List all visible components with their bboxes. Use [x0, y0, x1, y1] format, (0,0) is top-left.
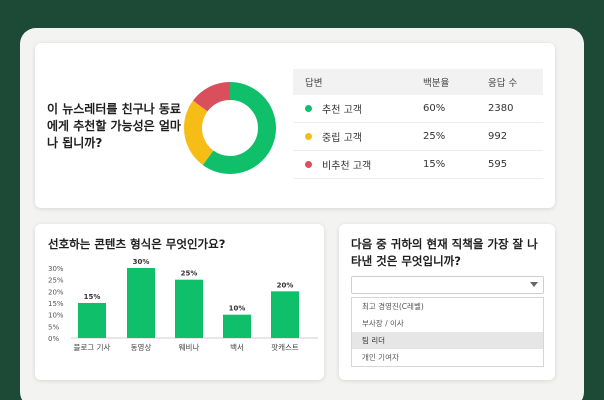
- table-header: 답변 백분율 응답 수: [293, 69, 543, 95]
- y-tick-label: 10%: [48, 312, 64, 320]
- y-tick-label: 15%: [48, 300, 64, 308]
- bar-value-label: 15%: [84, 293, 101, 301]
- table-row: 비추천 고객 15% 595: [293, 151, 543, 179]
- option-vp-director[interactable]: 부사장 / 이사: [362, 319, 404, 328]
- row-percent: 60%: [423, 103, 446, 114]
- row-count: 2380: [488, 103, 514, 114]
- nps-results-table: 답변 백분율 응답 수 추천 고객 60% 2380 중립 고객 25% 992…: [293, 69, 543, 179]
- passive-dot-icon: [305, 133, 312, 140]
- y-tick-label: 0%: [48, 335, 59, 343]
- bar-chart-title: 선호하는 콘텐츠 형식은 무엇인가요?: [48, 237, 226, 251]
- option-individual-contributor[interactable]: 개인 기여자: [362, 353, 399, 362]
- row-label: 중립 고객: [322, 133, 362, 144]
- bar: [127, 268, 155, 338]
- y-tick-label: 20%: [48, 288, 64, 296]
- detractor-dot-icon: [305, 161, 312, 168]
- row-label: 비추천 고객: [322, 161, 372, 172]
- header-answer: 답변: [305, 78, 323, 89]
- table-row: 추천 고객 60% 2380: [293, 95, 543, 123]
- y-tick-label: 5%: [48, 323, 59, 331]
- x-tick-label: 백서: [230, 342, 244, 352]
- detractor-segment: [184, 82, 276, 174]
- content-format-card: 선호하는 콘텐츠 형식은 무엇인가요? 0% 5% 10% 15% 20% 25% 30% 1…: [35, 224, 324, 380]
- header-percent: 백분율: [423, 78, 450, 89]
- row-count: 992: [488, 131, 508, 142]
- bar-value-label: 10%: [229, 305, 246, 313]
- y-tick-label: 30%: [48, 265, 64, 273]
- option-c-level[interactable]: 최고 경영진(C레벨): [362, 302, 424, 311]
- row-percent: 25%: [423, 131, 446, 142]
- job-title-select[interactable]: [351, 276, 544, 294]
- nps-question: 이 뉴스레터를 친구나 동료에게 추천할 가능성은 얼마나 됩니까?: [47, 102, 181, 150]
- option-team-lead[interactable]: 팀 리더: [352, 332, 543, 349]
- bar: [223, 314, 251, 338]
- dashboard-frame: 이 뉴스레터를 친구나 동료에게 추천할 가능성은 얼마나 됩니까? 답변 백분…: [20, 28, 584, 400]
- bar-value-label: 25%: [181, 270, 198, 278]
- promoter-dot-icon: [305, 105, 312, 112]
- y-tick-label: 25%: [48, 277, 64, 285]
- bar: [78, 303, 106, 338]
- row-label: 추천 고객: [322, 105, 362, 116]
- bar-value-label: 20%: [277, 281, 294, 289]
- x-tick-label: 동영상: [131, 342, 152, 352]
- bar: [271, 291, 299, 338]
- x-tick-label: 웨비나: [179, 343, 200, 352]
- bar-value-label: 30%: [133, 258, 150, 266]
- x-tick-label: 팟캐스트: [271, 342, 299, 352]
- job-title-options: 최고 경영진(C레벨) 부사장 / 이사 팀 리더 개인 기여자: [351, 297, 544, 367]
- nps-donut-chart: [184, 82, 276, 174]
- x-tick-label: 블로그 기사: [74, 343, 111, 352]
- job-title-card: 다음 중 귀하의 현재 직책을 가장 잘 나타낸 것은 무엇입니까? 최고 경영…: [339, 224, 555, 380]
- job-title-question: 다음 중 귀하의 현재 직책을 가장 잘 나타낸 것은 무엇입니까?: [351, 237, 538, 268]
- chevron-down-icon: [530, 282, 538, 287]
- bar: [175, 279, 203, 338]
- header-count: 응답 수: [488, 78, 518, 89]
- row-count: 595: [488, 159, 508, 170]
- table-row: 중립 고객 25% 992: [293, 123, 543, 151]
- content-format-bar-chart: 0% 5% 10% 15% 20% 25% 30% 15% 블로그 기사 30% 동영상 25% 웨비나…: [48, 258, 318, 352]
- row-percent: 15%: [423, 159, 446, 170]
- passive-segment: [184, 82, 276, 174]
- nps-survey-card: 이 뉴스레터를 친구나 동료에게 추천할 가능성은 얼마나 됩니까? 답변 백분…: [35, 43, 555, 208]
